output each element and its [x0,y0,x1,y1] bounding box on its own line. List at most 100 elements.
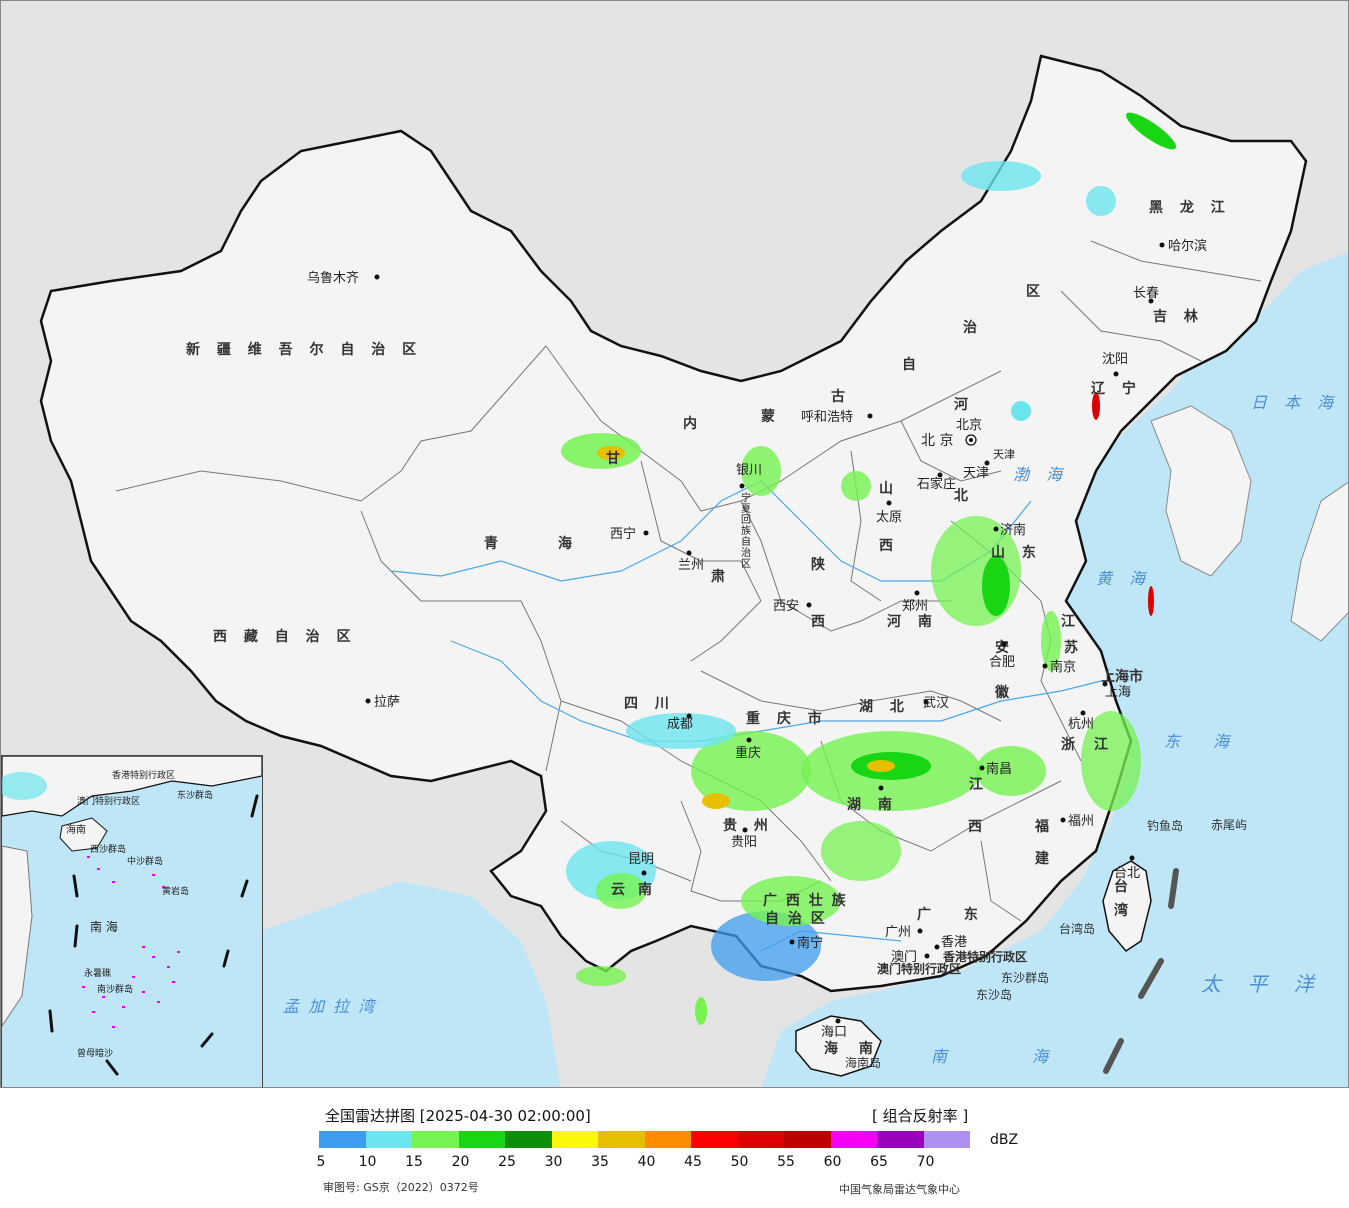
province-label: 自 治 区 [765,910,827,927]
city-label: 贵阳 [731,835,757,850]
city-label: 南宁 [797,935,823,951]
city-marker [739,483,745,489]
province-label: 四 川 [624,696,675,712]
city-label: 哈尔滨 [1168,238,1207,254]
city-label: 合肥 [989,655,1015,670]
inset-label: 西沙群岛 [90,843,126,855]
sea-label: 孟 加 拉 湾 [283,997,377,1016]
province-label: 重 庆 市 [746,710,828,727]
province-label: 澳门特别行政区 [877,961,961,976]
taiwan-island [1102,860,1152,952]
province-label: 南 [638,881,658,898]
city-label: 海口 [821,1025,847,1040]
sea-label: 渤 海 [1013,465,1068,484]
island-labels: 钓鱼岛 赤尾屿 台湾岛 东沙群岛 东沙岛 海南岛 [845,818,1247,1070]
province-label: 古 [831,388,851,405]
city-label: 拉萨 [374,695,400,710]
city-marker [878,785,884,791]
province-label: 湖 南 [847,796,898,813]
province-label: 夏 [741,503,751,515]
radar-map[interactable]: 新 疆 维 吾 尔 自 治 区 西 藏 自 治 区 青 海 甘 肃 内 蒙 古 … [0,0,1349,1088]
province-label: 福 [1034,818,1055,835]
city-marker [643,530,649,536]
province-label: 宁 [741,491,751,504]
city-label: 济南 [1000,522,1026,538]
city-label: 兰州 [678,558,704,573]
province-label: 广 西 壮 族 [763,892,848,909]
city-marker [789,939,795,945]
legend-tick: 55 [777,1154,795,1170]
province-label: 广 东 [917,906,992,923]
legend-panel: 全国雷达拼图 [2025-04-30 02:00:00] [ 组合反射率 ] d… [0,1088,1349,1208]
color-scale-bar [319,1131,970,1148]
japan-landmass [1290,481,1348,642]
province-label: 族 [741,524,751,537]
province-label: 甘 [606,450,626,467]
city-marker [937,472,943,478]
province-label: 浙 [1061,736,1081,753]
legend-tick: 20 [451,1154,470,1170]
city-label: 广州 [885,925,911,940]
city-marker [806,602,812,608]
city-marker [1129,855,1135,861]
inset-label: 香港特别行政区 [112,769,175,781]
city-marker [917,928,923,934]
sea-label: 南 海 [931,1047,1088,1066]
approval-number: 审图号: GS京（2022）0372号 [323,1181,479,1194]
city-marker [742,827,748,833]
province-label: 河 [954,396,974,413]
island-label: 赤尾屿 [1211,818,1247,832]
province-label: 区 [1026,284,1046,300]
province-labels: 新 疆 维 吾 尔 自 治 区 西 藏 自 治 区 青 海 甘 肃 内 蒙 古 … [186,199,1231,1057]
legend-tick: 50 [730,1154,749,1170]
city-label: 长春 [1133,286,1159,301]
province-label: 台 [1114,878,1134,895]
legend-tick: 65 [870,1154,888,1170]
inset-label: 南沙群岛 [97,983,133,995]
city-label: 成都 [667,717,693,732]
legend-swatch [458,1131,505,1148]
province-label: 回 [741,514,751,526]
inset-label: 永暑礁 [84,967,111,979]
legend-tick: 70 [916,1154,935,1170]
province-label: 新 疆 维 吾 尔 自 治 区 [186,341,422,358]
province-label: 自 [741,535,751,548]
city-marker [1042,663,1048,669]
city-label: 石家庄 [917,476,956,492]
inset-label: 曾母暗沙 [77,1047,113,1059]
city-label: 上海 [1105,685,1131,700]
legend-tick: 10 [358,1154,377,1170]
city-label: 武汉 [923,696,949,711]
city-marker [914,590,920,596]
legend-tick: 60 [823,1154,842,1170]
city-label: 昆明 [628,852,654,867]
city-marker [867,413,873,419]
city-marker [1080,710,1086,716]
hainan-island [795,1015,882,1077]
city-label: 香港 [941,935,967,950]
province-label: 西 藏 自 治 区 [213,628,357,645]
island-label: 东沙群岛 [1001,970,1049,985]
city-marker [886,500,892,506]
legend-tick: 5 [316,1154,326,1170]
south-china-sea-inset: 南 海 中沙群岛 黄岩岛 南沙群岛 西沙群岛 东沙群岛 海南 香港特别行政区 澳… [1,755,263,1087]
province-label: 辽 宁 [1091,380,1142,397]
inset-label: 南 海 [90,919,118,934]
unit-label: dBZ [990,1132,1019,1148]
city-label: 西安 [773,599,799,614]
province-label: 治 [963,319,983,336]
province-label: 天津 [993,448,1015,461]
city-marker [924,953,930,959]
province-label: 黑 龙 江 [1149,199,1231,216]
city-marker [934,944,940,950]
city-marker [979,765,985,771]
city-marker [835,1018,841,1024]
legend-swatch [505,1131,552,1148]
province-label: 江 [969,776,989,793]
province-label: 海 南 [824,1040,881,1057]
sea-label: 黄 海 [1096,569,1151,588]
city-marker [374,274,380,280]
province-label: 内 [683,415,703,432]
province-label: 湖 北 [859,699,910,715]
province-label: 北 [954,488,974,504]
